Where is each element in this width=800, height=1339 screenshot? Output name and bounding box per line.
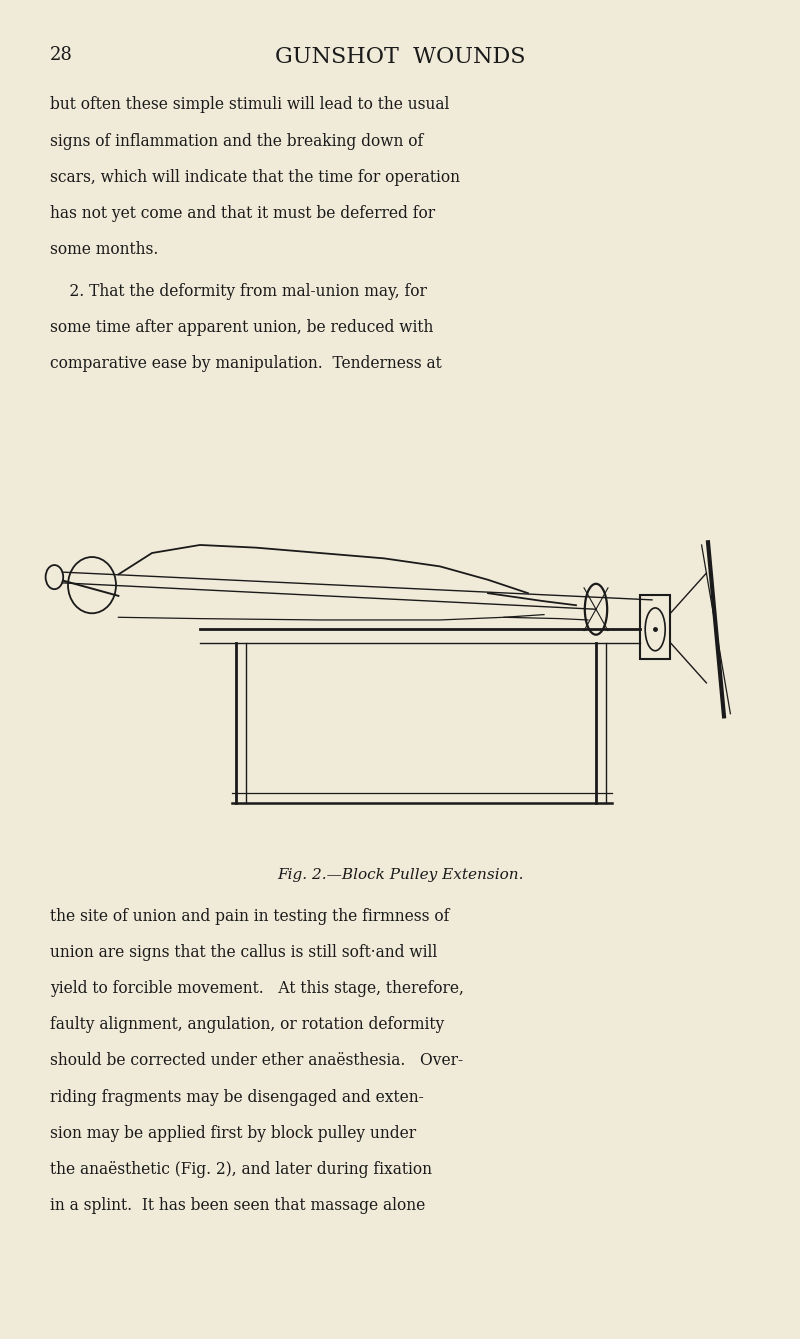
Text: yield to forcible movement.   At this stage, therefore,: yield to forcible movement. At this stag…: [50, 980, 463, 998]
Text: GUNSHOT  WOUNDS: GUNSHOT WOUNDS: [274, 46, 526, 67]
Text: should be corrected under ether anaësthesia.   Over-: should be corrected under ether anaësthe…: [50, 1052, 462, 1070]
Text: scars, which will indicate that the time for operation: scars, which will indicate that the time…: [50, 169, 459, 186]
Text: union are signs that the callus is still soft·and will: union are signs that the callus is still…: [50, 944, 437, 961]
Text: signs of inflammation and the breaking down of: signs of inflammation and the breaking d…: [50, 133, 423, 150]
Text: Fig. 2.—Block Pulley Extension.: Fig. 2.—Block Pulley Extension.: [277, 868, 523, 881]
Text: but often these simple stimuli will lead to the usual: but often these simple stimuli will lead…: [50, 96, 449, 114]
Text: faulty alignment, angulation, or rotation deformity: faulty alignment, angulation, or rotatio…: [50, 1016, 444, 1034]
Text: comparative ease by manipulation.  Tenderness at: comparative ease by manipulation. Tender…: [50, 355, 442, 372]
Text: 28: 28: [50, 46, 73, 63]
Text: the anaësthetic (Fig. 2), and later during fixation: the anaësthetic (Fig. 2), and later duri…: [50, 1161, 432, 1178]
Text: 2. That the deformity from mal-union may, for: 2. That the deformity from mal-union may…: [50, 283, 426, 300]
Text: some months.: some months.: [50, 241, 158, 258]
Text: the site of union and pain in testing the firmness of: the site of union and pain in testing th…: [50, 908, 449, 925]
Ellipse shape: [46, 565, 63, 589]
Text: has not yet come and that it must be deferred for: has not yet come and that it must be def…: [50, 205, 434, 222]
Text: in a splint.  It has been seen that massage alone: in a splint. It has been seen that massa…: [50, 1197, 425, 1214]
Text: riding fragments may be disengaged and exten-: riding fragments may be disengaged and e…: [50, 1089, 423, 1106]
Bar: [640, 595, 670, 659]
Text: sion may be applied first by block pulley under: sion may be applied first by block pulle…: [50, 1125, 416, 1142]
Text: some time after apparent union, be reduced with: some time after apparent union, be reduc…: [50, 319, 433, 336]
